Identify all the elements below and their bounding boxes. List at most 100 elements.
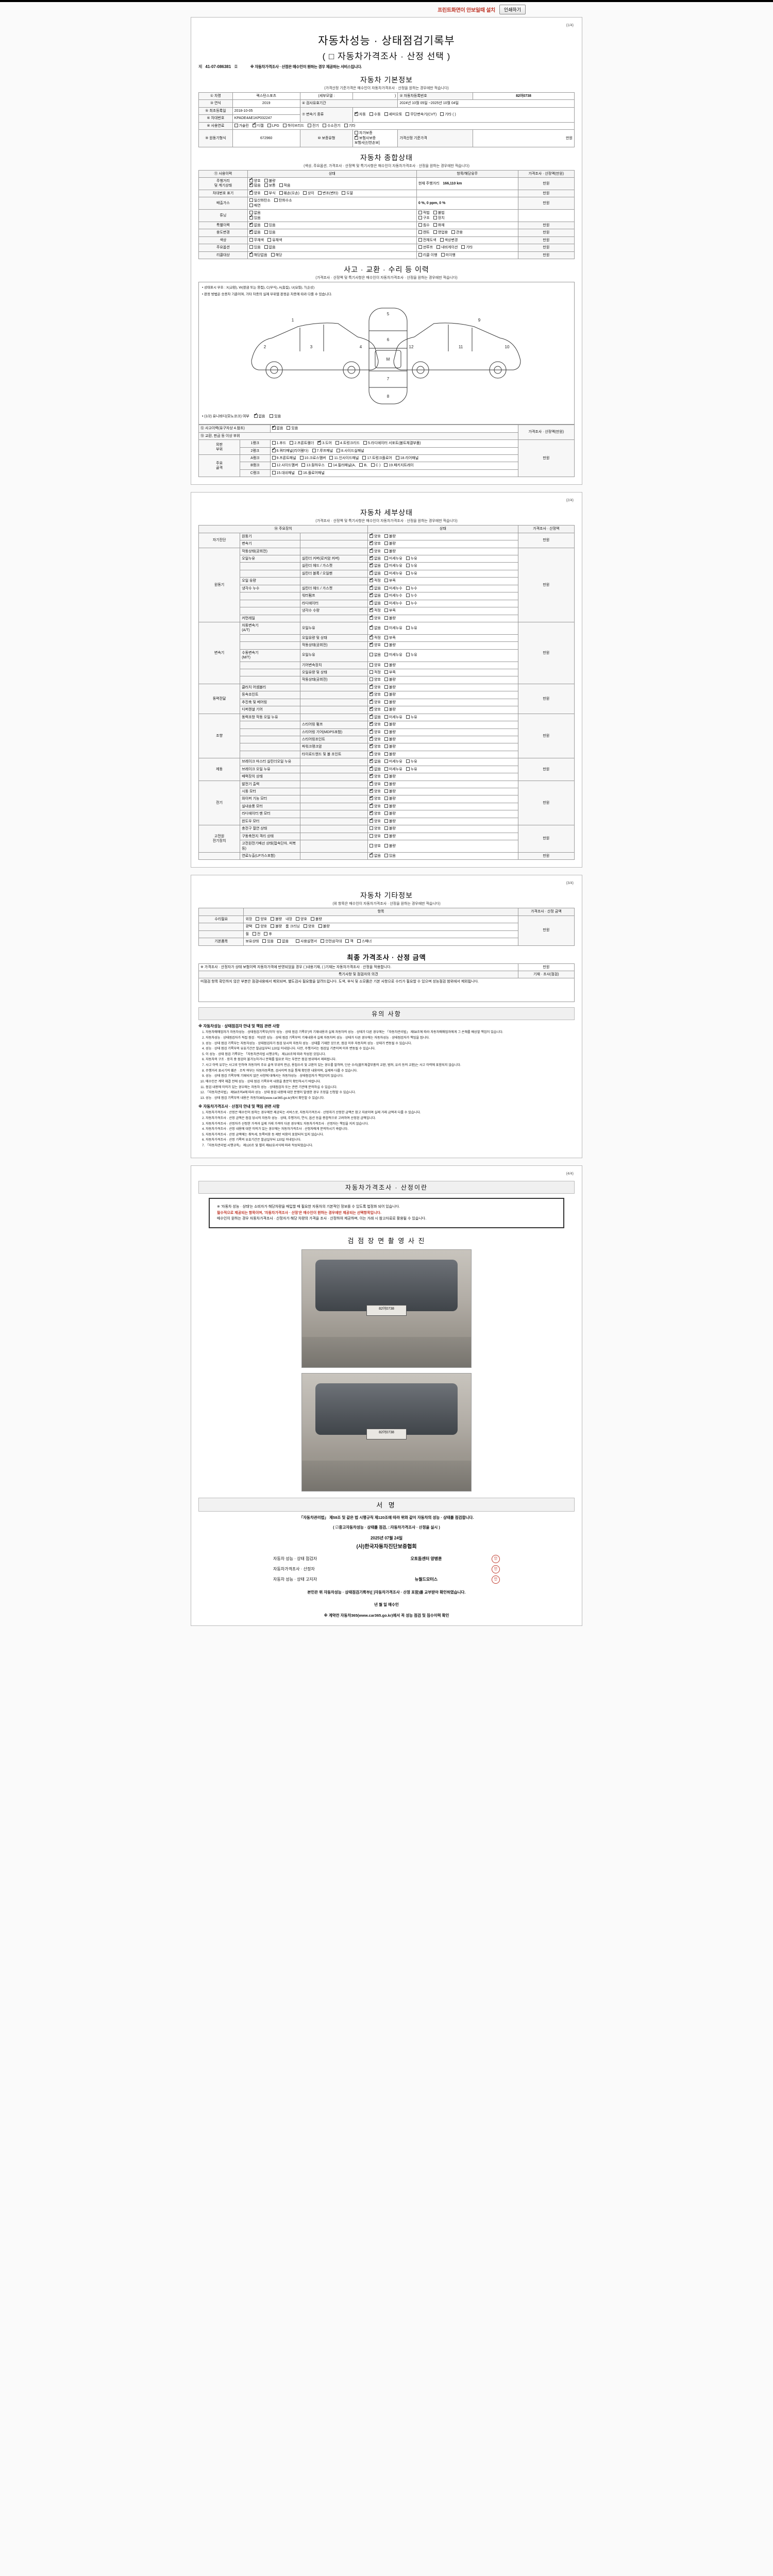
checkbox[interactable] xyxy=(249,214,253,219)
checkbox[interactable] xyxy=(433,230,437,234)
fuel-option[interactable]: 전기 xyxy=(308,123,319,128)
checkbox[interactable] xyxy=(267,238,272,242)
detail-option[interactable]: 누유 xyxy=(406,759,417,764)
checkbox[interactable] xyxy=(384,549,388,553)
checkbox[interactable] xyxy=(433,223,437,227)
accident-part-option[interactable]: 16.플로어패널 xyxy=(298,470,325,476)
checkbox[interactable] xyxy=(272,425,276,430)
checkbox[interactable] xyxy=(369,540,373,546)
checkbox[interactable] xyxy=(384,601,388,605)
checkbox[interactable] xyxy=(274,198,278,202)
checkbox[interactable] xyxy=(369,743,373,749)
checkbox[interactable] xyxy=(384,700,388,704)
accident-part-option[interactable]: 15.대쉬패널 xyxy=(272,470,295,476)
detail-option[interactable]: 불량 xyxy=(384,616,396,621)
detail-option[interactable]: 없음 xyxy=(369,585,381,591)
etc-option[interactable]: 불량 xyxy=(310,917,322,922)
checkbox[interactable] xyxy=(418,223,422,227)
overall-right-option[interactable]: 리콜 이행 xyxy=(418,252,438,258)
checkbox[interactable] xyxy=(384,663,388,667)
checkbox[interactable] xyxy=(384,819,388,823)
detail-option[interactable]: 적정 xyxy=(369,634,381,640)
etc-option[interactable]: 양호 xyxy=(256,924,267,929)
checkbox[interactable] xyxy=(249,229,253,234)
detail-option[interactable]: 누유 xyxy=(406,625,417,631)
checkbox[interactable] xyxy=(249,203,253,207)
detail-option[interactable]: 불량 xyxy=(384,730,396,735)
checkbox[interactable] xyxy=(264,183,268,188)
checkbox[interactable] xyxy=(406,556,410,560)
detail-option[interactable]: 양호 xyxy=(369,540,381,546)
detail-option[interactable]: 미세누유 xyxy=(384,759,402,764)
detail-option[interactable]: 양호 xyxy=(369,826,381,831)
transmission-option[interactable]: 자동 xyxy=(354,111,366,117)
checkbox[interactable] xyxy=(406,571,410,575)
transmission-option[interactable]: 기타 ( ) xyxy=(440,112,456,117)
overall-sub-option[interactable]: 장치 xyxy=(433,215,445,221)
detail-option[interactable]: 양호 xyxy=(369,699,381,705)
detail-option[interactable]: 불량 xyxy=(384,677,396,682)
checkbox[interactable] xyxy=(296,917,300,921)
detail-option[interactable]: 미세누유 xyxy=(384,571,402,576)
detail-option[interactable]: 없음 xyxy=(369,624,381,631)
checkbox[interactable] xyxy=(384,796,388,801)
checkbox[interactable] xyxy=(384,804,388,808)
checkbox[interactable] xyxy=(384,782,388,786)
overall-sub-option[interactable]: 적법 xyxy=(418,211,430,215)
detail-option[interactable]: 없음 xyxy=(369,852,381,858)
detail-option[interactable]: 없음 xyxy=(369,714,381,720)
accident-part-option[interactable]: 5.라디에이터 서포트(볼트체결부품) xyxy=(363,441,421,446)
etc-option[interactable]: 스패너 xyxy=(357,939,372,944)
detail-option[interactable]: 불량 xyxy=(384,804,396,809)
accident-part-option[interactable]: C ) xyxy=(371,463,380,468)
overall-option[interactable]: 없음 xyxy=(249,222,261,228)
detail-option[interactable]: 부족 xyxy=(384,635,396,640)
checkbox[interactable] xyxy=(252,122,256,127)
accident-part-option[interactable]: 3.도어 xyxy=(317,440,332,446)
accident-part-option[interactable]: 18.리어패널 xyxy=(395,455,418,461)
detail-option[interactable]: 불량 xyxy=(384,700,396,705)
etc-option[interactable]: 양호 xyxy=(303,924,315,929)
detail-option[interactable]: 없음 xyxy=(369,653,381,657)
transmission-option[interactable]: 무단변속기(CVT) xyxy=(406,112,436,117)
detail-option[interactable]: 양호 xyxy=(369,721,381,727)
checkbox[interactable] xyxy=(406,759,410,764)
checkbox[interactable] xyxy=(369,691,373,697)
checkbox[interactable] xyxy=(357,939,361,943)
etc-option[interactable]: 안전삼각대 xyxy=(321,939,342,944)
checkbox[interactable] xyxy=(298,470,302,474)
overall-option[interactable]: 도말 xyxy=(342,191,353,196)
checkbox[interactable] xyxy=(279,191,283,195)
transmission-option[interactable]: 세미오토 xyxy=(384,112,402,117)
detail-option[interactable]: 미세누수 xyxy=(384,594,402,598)
checkbox[interactable] xyxy=(264,931,268,936)
checkbox[interactable] xyxy=(318,924,322,928)
detail-option[interactable]: 양호 xyxy=(369,728,381,735)
detail-option[interactable]: 불량 xyxy=(384,692,396,697)
detail-option[interactable]: 양호 xyxy=(369,773,381,779)
fuel-option[interactable]: 디젤 xyxy=(252,122,264,128)
detail-option[interactable]: 양호 xyxy=(369,818,381,824)
checkbox[interactable] xyxy=(252,931,256,936)
detail-option[interactable]: 양호 xyxy=(369,615,381,621)
checkbox[interactable] xyxy=(440,112,444,116)
overall-sub-option[interactable]: 불법 xyxy=(433,211,445,215)
overall-right-option[interactable]: 썬루프 xyxy=(418,245,433,250)
checkbox[interactable] xyxy=(384,843,388,848)
etc-option[interactable]: 양호 xyxy=(256,917,267,922)
detail-option[interactable]: 불량 xyxy=(384,826,396,831)
detail-option[interactable]: 양호 xyxy=(369,677,381,682)
checkbox[interactable] xyxy=(369,607,373,613)
checkbox[interactable] xyxy=(264,223,268,227)
detail-option[interactable]: 없음 xyxy=(369,570,381,576)
checkbox[interactable] xyxy=(249,238,253,242)
checkbox[interactable] xyxy=(384,534,388,538)
checkbox[interactable] xyxy=(418,211,422,215)
checkbox[interactable] xyxy=(384,759,388,764)
detail-option[interactable]: 부족 xyxy=(384,579,396,583)
checkbox[interactable] xyxy=(317,440,321,445)
checkbox[interactable] xyxy=(384,556,388,560)
overall-option[interactable]: 있음 xyxy=(249,245,261,250)
checkbox[interactable] xyxy=(264,178,268,182)
overall-option[interactable]: 양호 xyxy=(249,190,261,196)
